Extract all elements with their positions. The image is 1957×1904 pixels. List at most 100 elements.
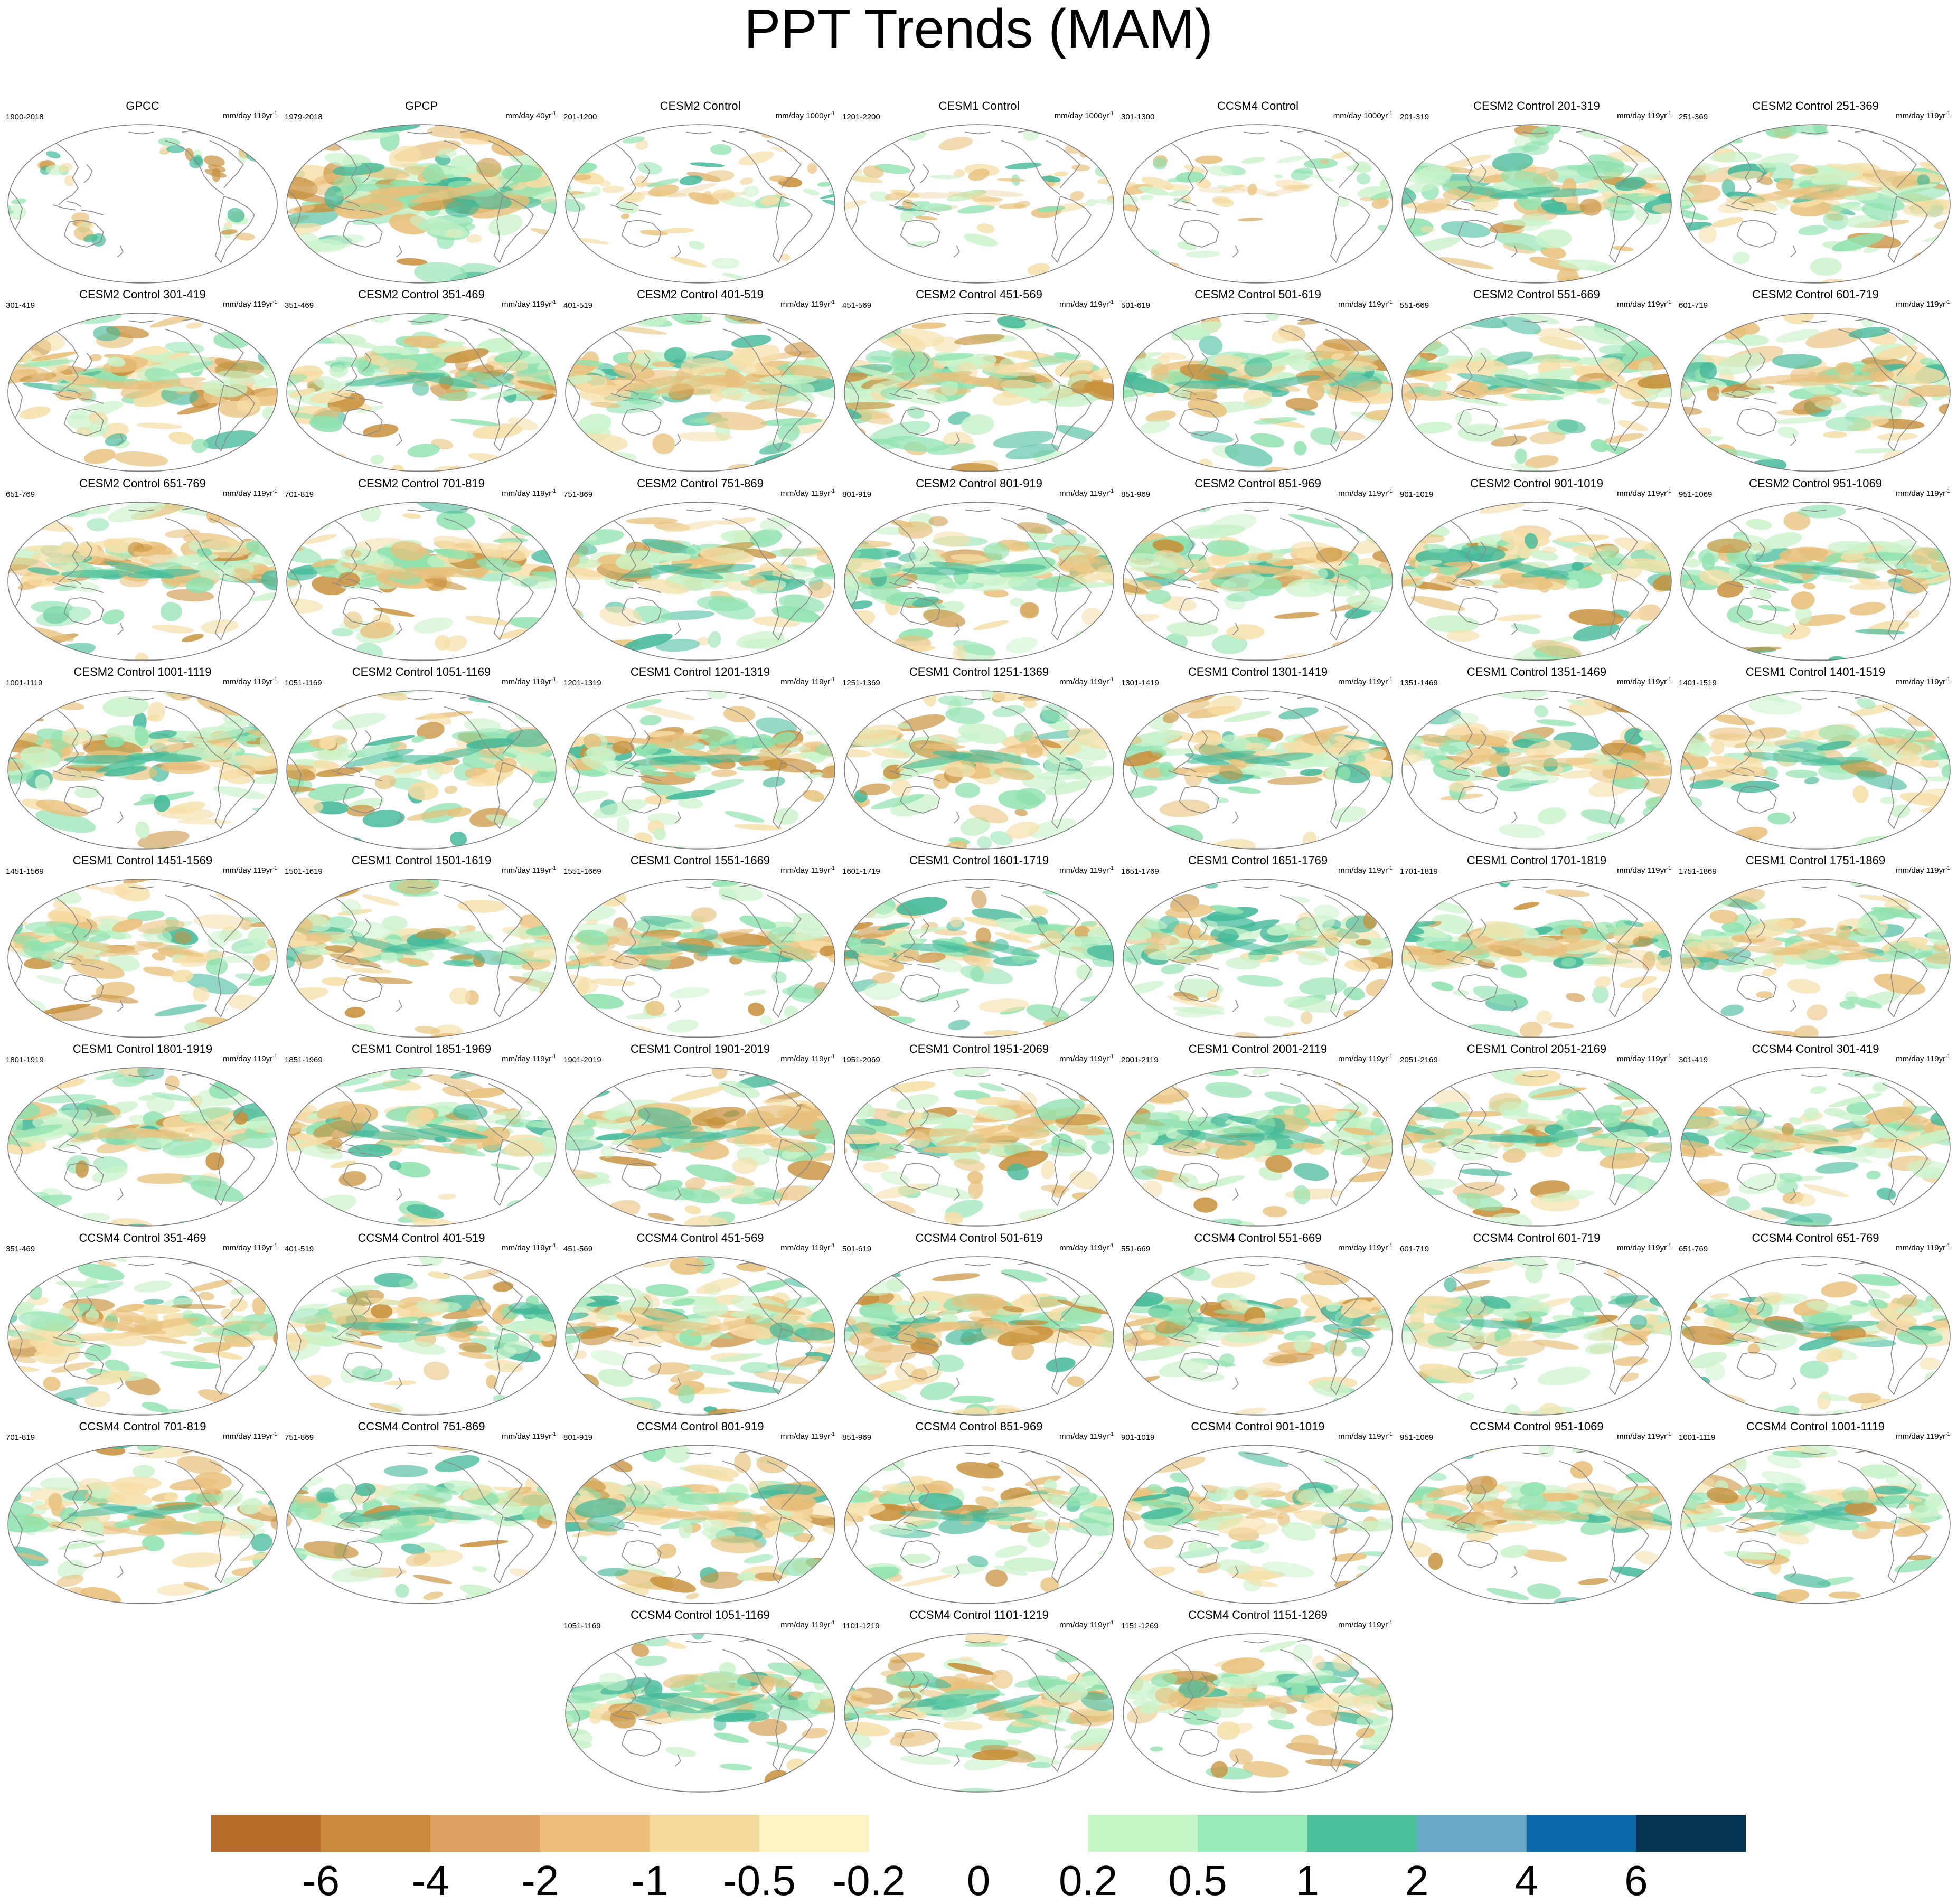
panel-units: mm/day 119yr-1 bbox=[1896, 109, 1950, 121]
units-text: mm/day 119yr bbox=[1617, 300, 1667, 309]
coastline bbox=[520, 696, 539, 710]
coastline bbox=[53, 1148, 75, 1153]
units-text: mm/day 119yr bbox=[1338, 1054, 1388, 1063]
panel-units: mm/day 119yr-1 bbox=[502, 1429, 556, 1442]
map-plot bbox=[839, 498, 1119, 667]
panel-units: mm/day 119yr-1 bbox=[1617, 675, 1671, 687]
units-exponent: -1 bbox=[1945, 865, 1950, 871]
units-exponent: -1 bbox=[272, 299, 277, 305]
units-text: mm/day 119yr bbox=[1059, 1243, 1109, 1252]
units-text: mm/day 119yr bbox=[780, 1432, 830, 1441]
coastline bbox=[1914, 885, 1933, 899]
panel-units: mm/day 119yr-1 bbox=[1338, 1618, 1393, 1630]
panel-units: mm/day 119yr-1 bbox=[780, 863, 835, 876]
coastline bbox=[332, 655, 519, 661]
units-exponent: -1 bbox=[830, 1431, 835, 1437]
units-exponent: -1 bbox=[1109, 1243, 1114, 1249]
coastline bbox=[1802, 887, 1827, 888]
map-plot bbox=[3, 875, 283, 1044]
coastline bbox=[1802, 1264, 1827, 1266]
coastline bbox=[53, 205, 75, 210]
units-text: mm/day 119yr bbox=[502, 300, 551, 309]
units-text: mm/day 119yr bbox=[1617, 111, 1667, 120]
coastline bbox=[1914, 1451, 1933, 1465]
coastline bbox=[1168, 205, 1190, 210]
units-text: mm/day 119yr bbox=[1896, 1054, 1945, 1063]
coastline bbox=[1244, 698, 1269, 700]
coastline bbox=[1523, 887, 1548, 888]
trend-field bbox=[1676, 1063, 1955, 1232]
coastline bbox=[1168, 466, 1356, 472]
map-plot bbox=[1676, 498, 1955, 667]
coastline bbox=[798, 696, 818, 710]
trend-field bbox=[1118, 309, 1398, 478]
units-text: mm/day 119yr bbox=[1617, 1054, 1667, 1063]
units-exponent: -1 bbox=[272, 1431, 277, 1437]
panel-units: mm/day 1000yr-1 bbox=[776, 109, 835, 121]
coastline bbox=[1077, 1073, 1097, 1087]
units-exponent: -1 bbox=[1388, 677, 1393, 683]
panel-units: mm/day 119yr-1 bbox=[1896, 1052, 1950, 1064]
coastline bbox=[1754, 965, 1776, 970]
map-plot bbox=[1676, 1441, 1955, 1610]
units-text: mm/day 119yr bbox=[1338, 489, 1388, 498]
coastline bbox=[1523, 698, 1548, 700]
coastline bbox=[396, 434, 402, 446]
panel-units: mm/day 119yr-1 bbox=[502, 863, 556, 876]
coastline bbox=[1168, 1787, 1356, 1792]
map-plot bbox=[560, 686, 840, 855]
map-plot bbox=[560, 498, 840, 667]
coastline bbox=[1754, 399, 1776, 404]
colorbar-tick-label: 4 bbox=[1515, 1859, 1539, 1903]
units-text: mm/day 119yr bbox=[1617, 866, 1667, 875]
coastline bbox=[1914, 130, 1933, 144]
coastline bbox=[1244, 132, 1269, 134]
units-exponent: -1 bbox=[1109, 299, 1114, 305]
coastline bbox=[408, 1453, 433, 1454]
units-exponent: -1 bbox=[830, 111, 835, 117]
coastline bbox=[901, 975, 940, 1002]
panel-units: mm/day 40yr-1 bbox=[505, 109, 556, 121]
trend-field bbox=[839, 875, 1119, 1044]
map-plot bbox=[281, 1252, 561, 1421]
units-exponent: -1 bbox=[1945, 488, 1950, 494]
coastline bbox=[889, 278, 1077, 283]
units-text: mm/day 119yr bbox=[1059, 1432, 1109, 1441]
units-exponent: -1 bbox=[1945, 1431, 1950, 1437]
units-exponent: -1 bbox=[272, 1054, 277, 1060]
trend-field bbox=[3, 875, 283, 1044]
map-plot bbox=[560, 875, 840, 1044]
coastline bbox=[625, 1522, 639, 1528]
trend-field bbox=[1397, 498, 1677, 667]
trend-field bbox=[839, 1441, 1119, 1610]
coastline bbox=[1635, 1451, 1654, 1465]
panel-units: mm/day 119yr-1 bbox=[1896, 1241, 1950, 1253]
panel-units: mm/day 119yr-1 bbox=[1617, 486, 1671, 499]
units-exponent: -1 bbox=[551, 1054, 556, 1060]
coastline bbox=[67, 202, 81, 207]
map-plot bbox=[560, 1063, 840, 1232]
units-text: mm/day 119yr bbox=[1896, 677, 1945, 686]
trend-field bbox=[560, 309, 840, 476]
coastline bbox=[965, 132, 991, 134]
units-exponent: -1 bbox=[551, 299, 556, 305]
map-plot bbox=[281, 686, 561, 855]
map-plot bbox=[560, 309, 840, 478]
coastline bbox=[1244, 510, 1269, 511]
colorbar-tick-label: -1 bbox=[631, 1859, 669, 1903]
coastline bbox=[520, 319, 539, 333]
coastline bbox=[1726, 1525, 1748, 1531]
map-plot bbox=[1397, 498, 1677, 667]
coastline bbox=[965, 510, 991, 511]
units-exponent: -1 bbox=[1945, 299, 1950, 305]
